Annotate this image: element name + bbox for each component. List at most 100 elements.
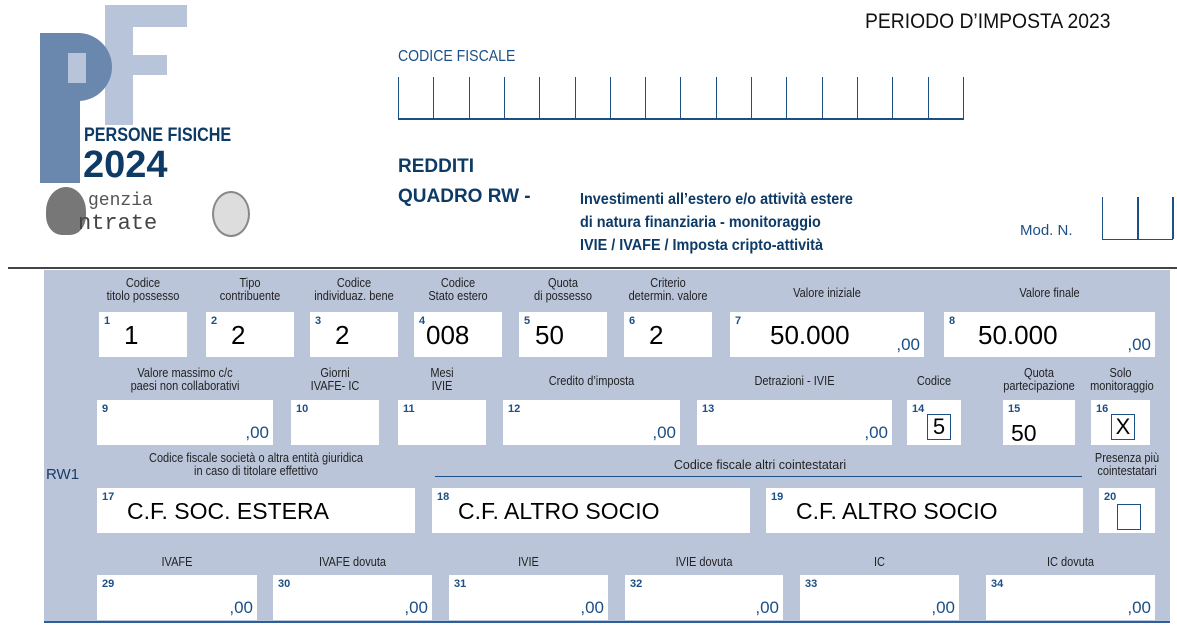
- field-32[interactable]: 32,00: [625, 575, 783, 620]
- field-number: 15: [1008, 403, 1021, 415]
- field-12[interactable]: 12,00: [503, 400, 680, 445]
- field-number: 4: [419, 315, 426, 327]
- field-33[interactable]: 33,00: [800, 575, 959, 620]
- field-5-label: Quota di possesso: [533, 276, 593, 303]
- field-value: 50.000: [978, 320, 1058, 350]
- decimals: ,00: [580, 598, 604, 617]
- field-value: 1: [124, 320, 139, 350]
- tax-period: PERIODO D’IMPOSTA 2023: [865, 10, 1111, 33]
- field-3-label: Codice individuaz. bene: [314, 276, 394, 303]
- agenzia-text: genzia: [88, 191, 153, 211]
- field-7-label: Valore iniziale: [793, 286, 861, 300]
- decimals: ,00: [896, 335, 920, 354]
- field-value: 008: [426, 320, 470, 350]
- quadro-title: QUADRO RW -: [398, 186, 531, 207]
- field-number: 14: [912, 403, 925, 415]
- field-number: 8: [949, 315, 956, 327]
- field-10-label: Giorni IVAFE- IC: [310, 366, 360, 393]
- quadro-description-2: di natura finanziaria - monitoraggio: [580, 214, 821, 231]
- field-11-label: Mesi IVIE: [430, 366, 454, 393]
- field-number: 7: [735, 315, 742, 327]
- field-number: 11: [403, 403, 415, 415]
- field-1-label: Codice titolo possesso: [106, 276, 180, 303]
- decimals: ,00: [864, 423, 888, 442]
- field-20[interactable]: 20: [1099, 488, 1155, 533]
- field-2-label: Tipo contribuente: [219, 276, 281, 303]
- field-number: 3: [315, 315, 322, 327]
- field-14[interactable]: 14 5: [907, 400, 961, 445]
- field-31-label: IVIE: [518, 555, 539, 569]
- decimals: ,00: [1127, 598, 1151, 617]
- quadro-description-3: IVIE / IVAFE / Imposta cripto-attività: [580, 237, 823, 254]
- field-8[interactable]: 8 50.000 ,00: [944, 312, 1155, 357]
- field-10[interactable]: 10: [291, 400, 379, 445]
- field-32-label: IVIE dovuta: [675, 555, 733, 569]
- field-number: 12: [508, 403, 521, 415]
- field-number: 29: [102, 578, 115, 590]
- field-6-label: Criterio determin. valore: [628, 276, 708, 303]
- field-5[interactable]: 5 50: [519, 312, 607, 357]
- quadro-description-1: Investimenti all’estero e/o attività est…: [580, 191, 853, 208]
- field-19[interactable]: 19 C.F. ALTRO SOCIO: [766, 488, 1083, 533]
- field-11[interactable]: 11: [398, 400, 486, 445]
- field-number: 18: [437, 491, 450, 503]
- field-value: C.F. ALTRO SOCIO: [458, 498, 660, 524]
- logo-line2: 2024: [83, 144, 168, 186]
- emblem-icon: [212, 191, 250, 237]
- field-17[interactable]: 17 C.F. SOC. ESTERA: [97, 488, 415, 533]
- redditi-title: REDDITI: [398, 156, 474, 177]
- field-value: 50: [1011, 420, 1037, 446]
- field-value: 2: [335, 320, 350, 350]
- field-34[interactable]: 34,00: [986, 575, 1155, 620]
- decimals: ,00: [229, 598, 253, 617]
- decimals: ,00: [755, 598, 779, 617]
- cointestatari-rule: [435, 476, 1082, 477]
- field-29-label: IVAFE: [161, 555, 193, 569]
- field-30[interactable]: 30,00: [273, 575, 432, 620]
- field-value: 50: [535, 320, 564, 350]
- field-13-label: Detrazioni - IVIE: [754, 374, 835, 388]
- field-33-label: IC: [874, 555, 885, 569]
- decimals: ,00: [652, 423, 676, 442]
- field-29[interactable]: 29,00: [97, 575, 257, 620]
- decimals: ,00: [245, 423, 269, 442]
- divider: [8, 267, 1177, 269]
- field-number: 20: [1104, 491, 1117, 503]
- field-16[interactable]: 16 X: [1091, 400, 1150, 445]
- decimals: ,00: [1127, 335, 1151, 354]
- code-box[interactable]: 5: [927, 414, 951, 440]
- field-number: 30: [278, 578, 291, 590]
- field-number: 34: [991, 578, 1004, 590]
- field-number: 10: [296, 403, 309, 415]
- field-7[interactable]: 7 50.000 ,00: [730, 312, 924, 357]
- field-number: 33: [805, 578, 818, 590]
- field-9[interactable]: 9,00: [97, 400, 273, 445]
- field-value: 2: [231, 320, 246, 350]
- field-31[interactable]: 31,00: [449, 575, 608, 620]
- field-15[interactable]: 15 50: [1003, 400, 1075, 446]
- field-value: C.F. ALTRO SOCIO: [796, 498, 998, 524]
- field-14-label: Codice: [916, 374, 952, 388]
- decimals: ,00: [404, 598, 428, 617]
- field-16-label: Solo monitoraggio: [1090, 366, 1154, 393]
- field-18[interactable]: 18 C.F. ALTRO SOCIO: [432, 488, 750, 533]
- field-number: 2: [211, 315, 218, 327]
- field-value: 50.000: [770, 320, 850, 350]
- field-number: 13: [702, 403, 715, 415]
- field-12-label: Credito d’imposta: [548, 374, 635, 388]
- field-value: C.F. SOC. ESTERA: [127, 498, 329, 524]
- field-4[interactable]: 4 008: [414, 312, 502, 357]
- checkbox[interactable]: [1117, 504, 1141, 530]
- field-8-label: Valore finale: [1019, 286, 1080, 300]
- checkbox[interactable]: X: [1111, 414, 1135, 440]
- field-number: 19: [771, 491, 784, 503]
- field-13[interactable]: 13,00: [697, 400, 892, 445]
- field-15-label: Quota partecipazione: [1003, 366, 1075, 393]
- field-number: 1: [104, 315, 111, 327]
- mod-number-field[interactable]: [1102, 197, 1174, 240]
- cointestatari-label: Codice fiscale altri cointestatari: [600, 458, 920, 472]
